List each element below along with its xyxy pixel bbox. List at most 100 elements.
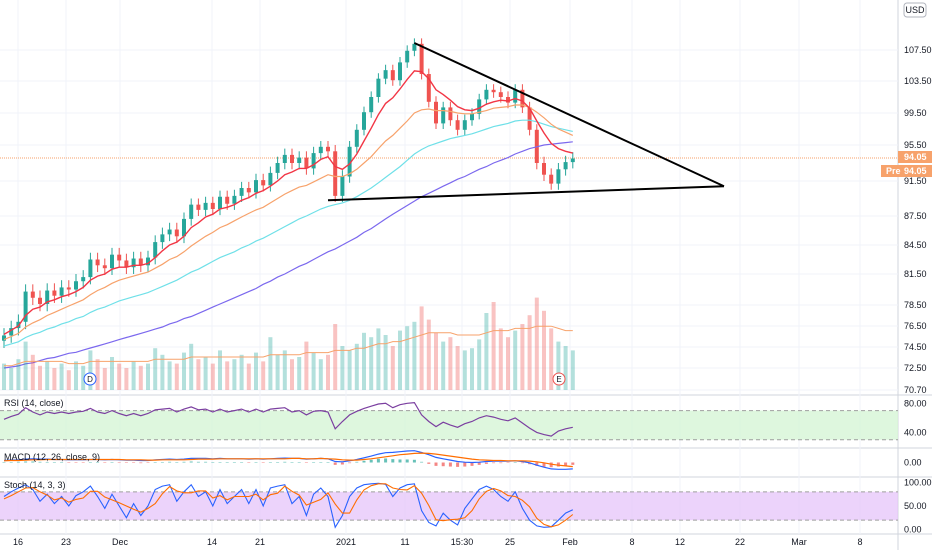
candle[interactable] [448,107,453,121]
candle[interactable] [254,180,258,193]
candle[interactable] [52,290,57,296]
candle[interactable] [470,113,474,121]
candle[interactable] [239,188,244,196]
rsi-title[interactable]: RSI (14, close) [4,398,64,408]
candle[interactable] [477,99,482,114]
candle[interactable] [304,157,309,169]
candle[interactable] [246,188,251,193]
candle[interactable] [174,229,179,237]
candle[interactable] [376,78,381,97]
candle[interactable] [383,70,388,79]
candle[interactable] [66,287,71,290]
candle[interactable] [434,101,438,124]
price-panel[interactable] [0,38,898,369]
candle[interactable] [318,146,323,154]
candle[interactable] [153,242,158,258]
candle[interactable] [527,107,532,130]
candle[interactable] [38,297,42,304]
earnings-badge[interactable] [552,372,566,386]
candle[interactable] [81,277,86,282]
volume-ma-line[interactable] [4,325,573,367]
candle[interactable] [189,204,194,219]
stoch-d-line[interactable] [3,483,574,528]
candle[interactable] [369,97,374,113]
rsi-panel[interactable] [0,401,898,441]
candle[interactable] [506,97,510,103]
candle[interactable] [297,157,302,163]
candle[interactable] [232,195,237,204]
candle[interactable] [282,154,287,163]
candle[interactable] [556,169,561,184]
candle[interactable] [498,92,503,97]
candle[interactable] [131,258,136,268]
candle[interactable] [520,89,525,108]
rsi-line[interactable] [3,401,573,437]
stoch-title[interactable]: Stoch (14, 3, 3) [4,480,66,490]
candle[interactable] [160,234,165,243]
candle[interactable] [275,163,280,173]
candle[interactable] [462,120,467,130]
candle[interactable] [167,229,172,235]
candle[interactable] [210,202,215,209]
candle[interactable] [117,254,122,261]
candle[interactable] [9,328,14,336]
candle[interactable] [491,89,496,93]
candle[interactable] [570,158,575,163]
candle[interactable] [138,258,143,266]
candle[interactable] [225,196,230,204]
candle[interactable] [340,176,345,196]
candle[interactable] [347,146,352,177]
candle[interactable] [23,291,28,322]
candle[interactable] [405,50,410,63]
candle[interactable] [311,153,316,169]
candle[interactable] [419,43,424,75]
candle[interactable] [549,174,554,184]
candle[interactable] [196,204,201,210]
candle[interactable] [2,335,6,341]
candle[interactable] [390,70,395,81]
candle[interactable] [455,120,460,130]
candle[interactable] [45,290,50,304]
candle[interactable] [74,281,78,290]
candle[interactable] [542,163,546,175]
trendline[interactable] [327,185,725,202]
candle[interactable] [441,107,446,124]
ema-fast-line[interactable] [3,70,573,336]
macd-panel[interactable] [2,450,575,470]
candle[interactable] [59,287,64,296]
candle[interactable] [362,112,366,130]
macd-signal-line[interactable] [3,452,573,468]
candle[interactable] [124,260,129,268]
candle[interactable] [218,196,222,209]
candle[interactable] [182,218,186,237]
ema-mid-line[interactable] [3,104,574,341]
candle[interactable] [30,291,35,298]
candle[interactable] [110,254,114,269]
currency-badge[interactable] [903,2,927,18]
candle[interactable] [398,62,402,81]
candle[interactable] [102,265,107,269]
candle[interactable] [326,146,330,152]
candle[interactable] [88,259,93,278]
candle[interactable] [563,162,568,170]
candle[interactable] [412,43,417,51]
ema-slow-line[interactable] [3,119,573,347]
candle[interactable] [95,259,100,266]
trendline[interactable] [413,42,725,188]
stoch-k-line[interactable] [3,482,574,529]
stoch-panel[interactable] [0,482,898,529]
candle[interactable] [290,154,294,163]
candle[interactable] [261,180,266,186]
sma-long-line[interactable] [3,141,573,369]
candle[interactable] [203,202,208,210]
candle[interactable] [354,129,359,147]
candle[interactable] [146,257,150,266]
candle[interactable] [513,89,518,103]
candle[interactable] [484,89,489,100]
dividend-badge[interactable] [83,372,97,386]
candle[interactable] [426,74,431,102]
macd-title[interactable]: MACD (12, 26, close, 9) [4,452,100,462]
candle[interactable] [333,151,338,196]
candle[interactable] [268,172,273,186]
